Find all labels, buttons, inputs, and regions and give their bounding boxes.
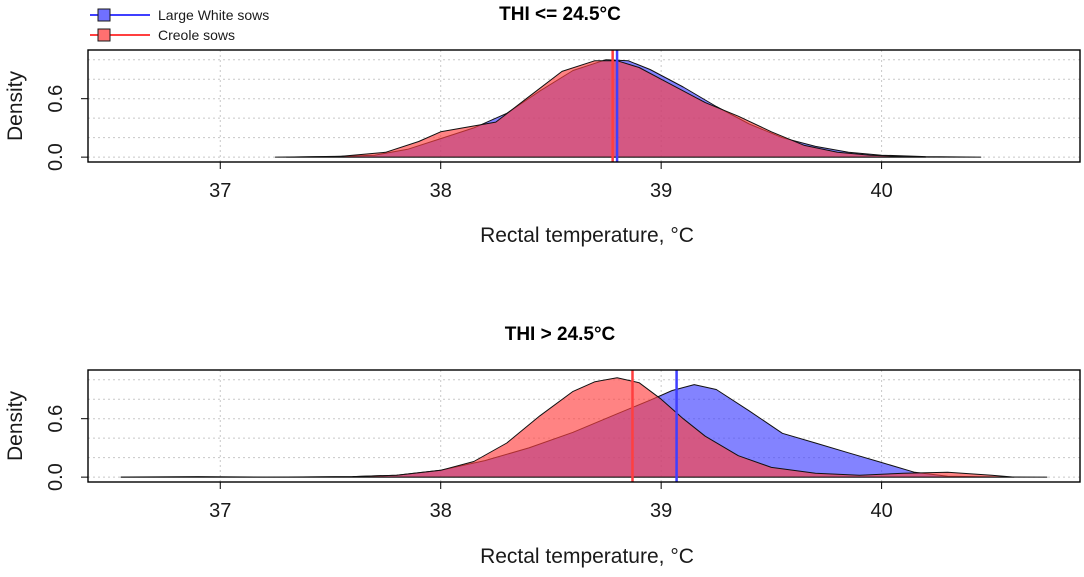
y-tick-label: 0.6 — [45, 85, 67, 113]
x-tick-label: 38 — [430, 500, 452, 522]
x-tick-label: 37 — [209, 180, 231, 202]
x-axis-label: Rectal temperature, °C — [480, 224, 694, 247]
plot-frame — [87, 49, 1081, 163]
x-tick-label: 38 — [430, 180, 452, 202]
plot-frame — [87, 369, 1081, 483]
x-tick-label: 39 — [650, 180, 672, 202]
y-axis-label: Density — [4, 70, 27, 141]
density-area-creole-sows — [285, 60, 927, 158]
y-axis-label: Density — [4, 390, 27, 461]
density-area-creole-sows — [120, 377, 1015, 478]
y-tick-label: 0.0 — [45, 463, 67, 491]
x-tick-label: 40 — [870, 180, 892, 202]
panel-thi-low: THI <= 24.5°C 37 38 39 40 0.0 0.6 Rectal tem… — [4, 4, 1081, 247]
legend-label-creole: Creole sows — [158, 27, 235, 43]
legend-label-large-white: Large White sows — [158, 7, 269, 23]
panel-title: THI > 24.5°C — [505, 324, 616, 345]
y-axis: 0.0 0.6 — [45, 85, 88, 171]
legend-swatch-large-white — [97, 8, 111, 22]
x-tick-label: 39 — [650, 500, 672, 522]
legend-item-large-white: Large White sows — [90, 7, 269, 23]
y-tick-label: 0.6 — [45, 405, 67, 433]
x-tick-label: 40 — [870, 500, 892, 522]
x-axis: 37 38 39 40 — [209, 162, 893, 202]
y-tick-label: 0.0 — [45, 143, 67, 171]
density-areas — [274, 59, 982, 158]
density-areas — [120, 377, 1048, 478]
legend-item-creole: Creole sows — [90, 27, 235, 43]
x-tick-label: 37 — [209, 500, 231, 522]
mean-lines — [631, 370, 678, 482]
legend: Large White sows Creole sows — [90, 7, 269, 43]
legend-swatch-creole — [97, 28, 111, 42]
panel-thi-high: THI > 24.5°C 37 38 39 40 0.0 0.6 Rectal temp… — [4, 324, 1081, 568]
panel-title: THI <= 24.5°C — [499, 4, 621, 25]
x-axis-label: Rectal temperature, °C — [480, 545, 694, 568]
y-axis: 0.0 0.6 — [45, 405, 88, 491]
x-axis: 37 38 39 40 — [209, 482, 893, 522]
mean-lines — [611, 50, 619, 162]
